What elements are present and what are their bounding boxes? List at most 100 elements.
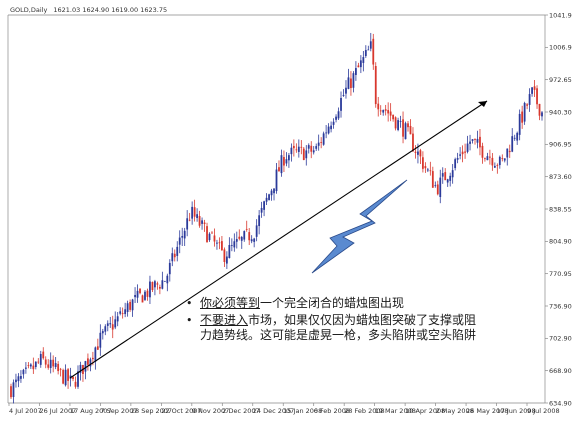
bullet-icon: • [186,314,193,327]
candle-down [121,313,124,315]
candle-up [280,155,283,174]
candle-up [367,49,370,51]
y-tick-label: 838.55 [549,205,572,213]
note-item-2: • 不要进入市场，如果仅仅因为蜡烛图突破了支撑或阻力趋势线。这可能是虚晃一枪，多… [186,313,486,343]
candle-down [27,365,30,367]
x-tick-label: 2 May 2008 [436,407,474,415]
y-tick-label: 972.65 [549,76,572,84]
candle-up [89,359,92,367]
candle-up [506,148,509,158]
y-tick-label: 736.90 [549,302,572,310]
candle-up [161,280,164,289]
candle-up [288,155,290,161]
candle-up [330,125,332,130]
candle-down [151,281,154,291]
note-1-emphasis: 你必须等到 [200,296,261,310]
candle-down [91,357,94,360]
candle-up [352,73,355,88]
candle-up [250,239,253,242]
candle-down [491,157,494,166]
candle-up [312,150,315,153]
x-tick-label: 2 Dec 2007 [222,407,259,415]
candle-up [434,185,437,187]
candle-up [12,382,15,397]
candle-up [54,363,57,367]
ohlc-readout: 1621.03 1624.90 1619.00 1623.75 [53,6,167,14]
candle-up [101,331,104,334]
candle-up [240,237,243,241]
candle-down [412,133,414,152]
y-tick-label: 940.30 [549,108,572,116]
candle-up [315,146,318,149]
candle-down [238,236,241,239]
candle-up [456,157,459,160]
candle-up [24,367,27,369]
candle-up [106,323,109,326]
candle-down [283,157,285,166]
candle-up [181,236,184,238]
candle-down [188,219,191,221]
candle-up [518,113,521,135]
candle-down [67,369,69,381]
candle-up [426,169,429,171]
y-tick-label: 873.60 [549,173,572,181]
candle-down [292,145,295,149]
candle-up [149,281,151,298]
candle-down [218,242,221,244]
candle-up [439,177,442,197]
lightning-arrow-icon [311,179,408,274]
candle-up [305,150,308,159]
candle-down [484,158,486,160]
candle-up [183,230,186,239]
y-tick-label: 634.90 [549,399,572,407]
chart-header: GOLD,Daily 1621.03 1624.90 1619.00 1623.… [10,6,167,14]
candle-down [414,151,417,153]
x-tick-label: 9 Nov 2007 [192,407,230,415]
candle-down [536,88,538,105]
candle-up [136,290,139,298]
candle-down [129,301,132,310]
candle-up [397,120,399,130]
candle-down [173,253,176,258]
candle-up [322,133,325,145]
candle-up [17,376,20,382]
candle-up [64,369,67,386]
candle-up [243,231,246,240]
y-tick-label: 906.95 [549,141,572,149]
candle-up [417,151,419,155]
candle-up [116,316,119,322]
x-tick-label: 15 Jan 2008 [283,407,322,415]
x-tick-label: 26 Jul 2007 [39,407,76,415]
candle-up [233,241,236,248]
candle-up [451,170,454,178]
candle-up [364,50,367,57]
candle-up [39,354,42,365]
x-tick-label: 10 Apr 2008 [405,407,445,415]
candle-down [501,158,504,159]
candle-down [211,232,213,234]
candle-up [144,291,146,300]
candle-up [332,121,335,125]
candle-up [29,364,32,367]
candle-up [345,87,347,94]
candle-down [538,103,541,116]
candle-up [109,323,112,325]
candle-down [508,150,511,153]
candle-down [479,136,481,148]
candle-up [273,188,275,194]
x-tick-label: 4 Jul 2007 [9,407,42,415]
candle-up [297,146,300,152]
candle-up [178,237,181,245]
candle-up [523,103,526,122]
candle-up [49,359,52,368]
candle-down [57,363,60,372]
candle-up [268,194,270,201]
candle-down [302,148,305,161]
candle-up [196,214,198,219]
candle-down [372,38,375,65]
y-tick-label: 770.95 [549,270,572,278]
bullet-icon: • [186,297,193,310]
candle-up [208,233,211,241]
x-tick-label: 22 Oct 2007 [161,407,201,415]
